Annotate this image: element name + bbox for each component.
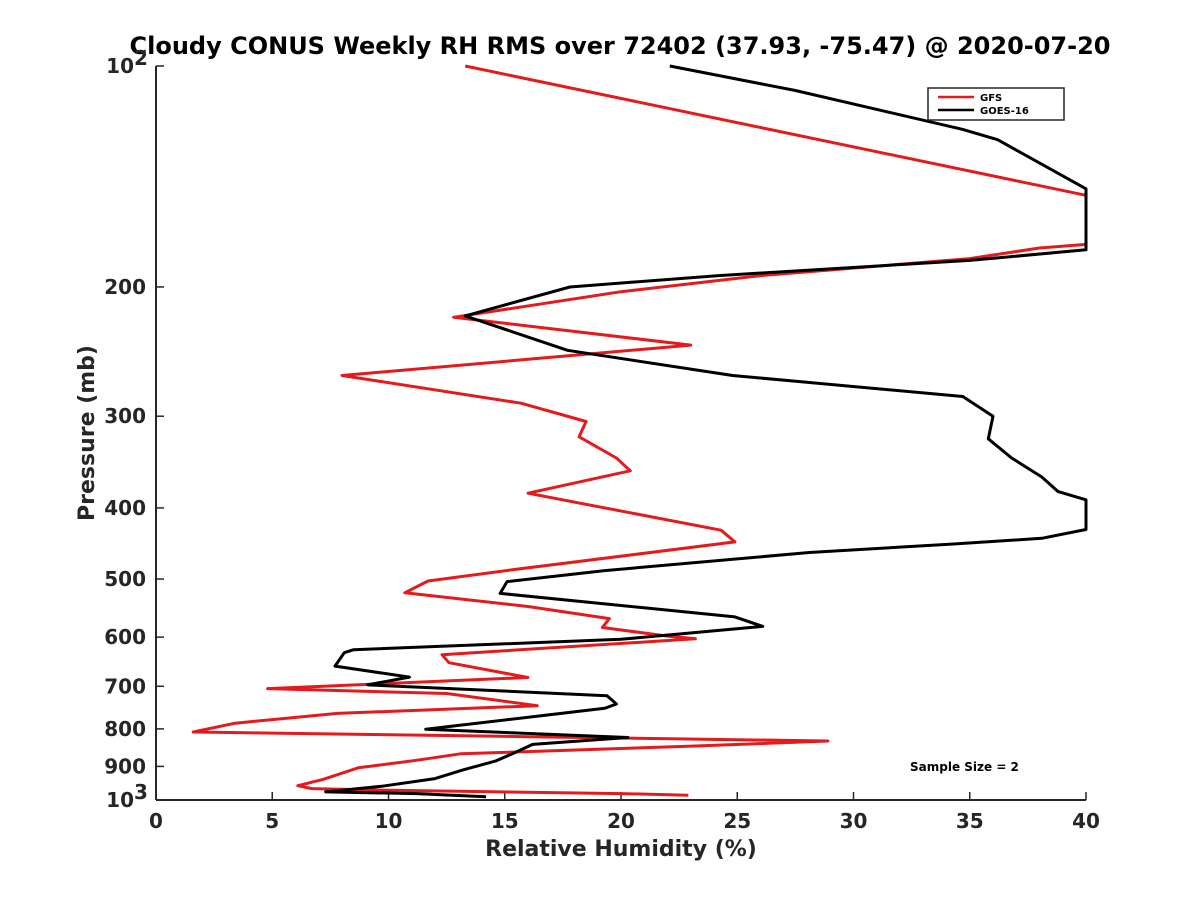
x-tick-label: 10 (375, 809, 403, 833)
sample-size-annotation: Sample Size = 2 (910, 760, 1019, 774)
y-tick-label: 10 (106, 788, 134, 812)
y-tick-label: 700 (104, 674, 146, 698)
x-axis-label: Relative Humidity (%) (485, 837, 757, 862)
legend-label-goes-16: GOES-16 (980, 106, 1029, 117)
x-tick-label: 40 (1072, 809, 1100, 833)
legend: GFS GOES-16 (927, 87, 1065, 121)
y-tick-label: 10 (106, 54, 134, 78)
x-tick-label: 20 (607, 809, 635, 833)
y-tick-label: 800 (104, 717, 146, 741)
y-tick-exponent: 3 (134, 780, 148, 804)
chart-title: Cloudy CONUS Weekly RH RMS over 72402 (3… (130, 32, 1111, 60)
series-line-goes-16 (324, 64, 1088, 799)
x-tick-label: 15 (491, 809, 519, 833)
legend-box (927, 87, 1065, 121)
y-tick-label: 600 (104, 625, 146, 649)
x-tick-label: 5 (265, 809, 279, 833)
x-tick-label: 0 (149, 809, 163, 833)
x-tick-label: 35 (956, 809, 984, 833)
y-tick-label: 900 (104, 754, 146, 778)
y-tick-label: 300 (104, 404, 146, 428)
series-line-gfs (191, 64, 1088, 797)
y-tick-label: 400 (104, 496, 146, 520)
x-tick-label: 25 (723, 809, 751, 833)
x-tick-label: 30 (840, 809, 868, 833)
legend-label-gfs: GFS (980, 93, 1002, 104)
y-axis-label: Pressure (mb) (75, 345, 100, 521)
y-tick-label: 200 (104, 275, 146, 299)
series-lines (191, 64, 1088, 799)
x-axis-ticks: 0 5 10 15 20 25 30 35 40 (149, 792, 1100, 833)
y-tick-label: 500 (104, 567, 146, 591)
y-tick-exponent: 2 (134, 46, 148, 70)
